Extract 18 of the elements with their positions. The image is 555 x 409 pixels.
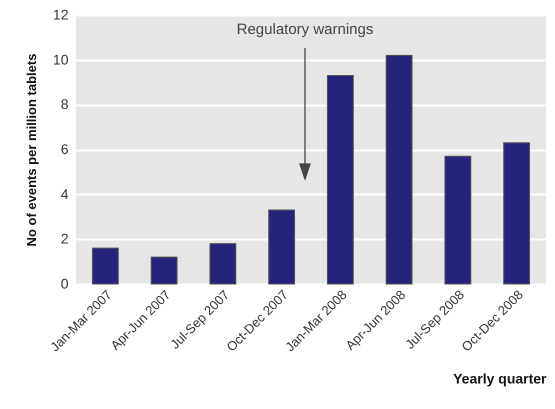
y-tick-label: 0 [60, 276, 69, 292]
bar [92, 248, 119, 284]
bar [326, 75, 354, 284]
y-tick-label: 2 [60, 230, 69, 247]
annotation: Regulatory warnings [236, 21, 374, 38]
y-tick-label: 4 [60, 186, 69, 202]
bar [503, 142, 530, 284]
bar [444, 156, 472, 284]
y-tick-label: 8 [60, 96, 69, 112]
bar [386, 54, 413, 284]
x-axis-title: Yearly quarter [453, 370, 548, 386]
bar [209, 243, 236, 284]
bar [268, 210, 296, 284]
y-tick-label: 6 [60, 141, 69, 157]
y-axis-title: No of events per million tablets [24, 54, 39, 246]
y-tick-label: 10 [52, 51, 69, 68]
y-tick-label: 12 [52, 6, 69, 22]
bar [150, 256, 178, 284]
